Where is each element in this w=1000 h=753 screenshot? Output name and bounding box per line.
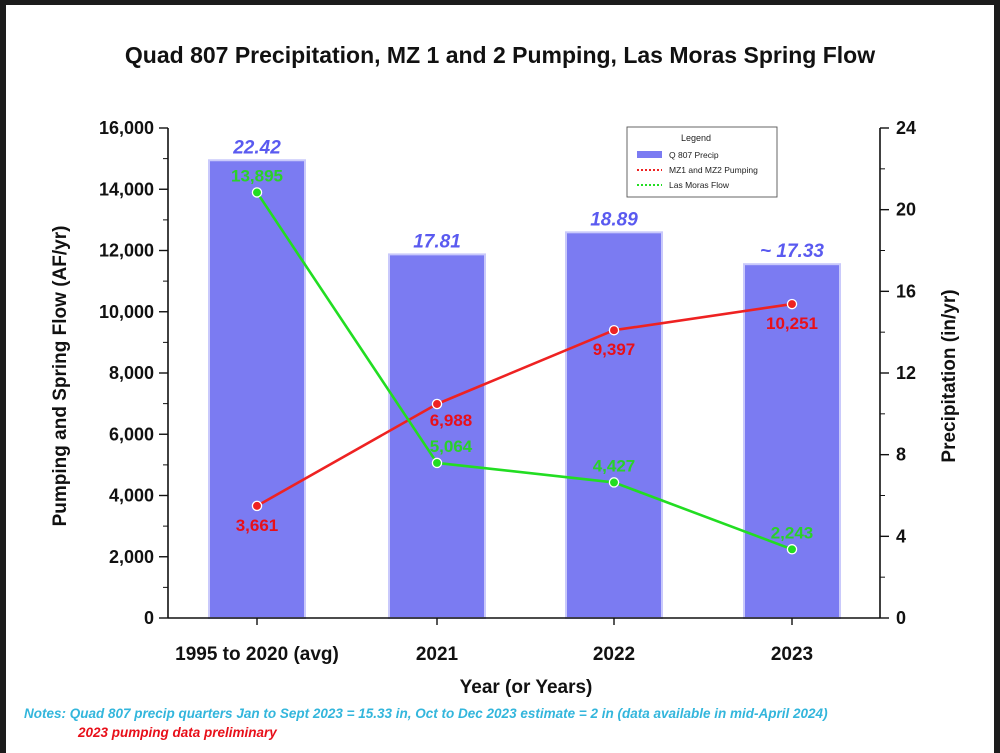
chart-title: Quad 807 Precipitation, MZ 1 and 2 Pumpi… (124, 42, 876, 68)
spring-flow-line (255, 191, 793, 551)
precip-bar (565, 231, 663, 619)
pumping-line (256, 302, 793, 508)
spring-flow-point (251, 187, 263, 198)
pumping-point (786, 298, 798, 310)
precip-bar (743, 263, 841, 619)
precip-data-label: 17.81 (413, 231, 461, 252)
y-tick-label-left: 12,000 (99, 241, 154, 261)
y-tick-label-left: 8,000 (109, 363, 154, 383)
y-tick-label-left: 16,000 (99, 118, 154, 138)
precip-data-label: 22.42 (232, 137, 281, 158)
pumping-point (251, 500, 263, 512)
pumping-point (431, 398, 443, 410)
y-tick-label-right: 0 (896, 608, 906, 628)
pumping-data-label: 9,397 (593, 340, 636, 359)
spring-flow-point (786, 544, 798, 555)
spring-flow-data-label: 2,243 (771, 523, 814, 542)
legend-label-precip: Q 807 Precip (669, 150, 719, 160)
x-tick-label: 2022 (593, 644, 635, 665)
spring-flow-data-label: 4,427 (593, 456, 636, 475)
y-tick-label-left: 2,000 (109, 547, 154, 567)
x-tick-label: 2023 (771, 644, 813, 665)
pumping-data-label: 6,988 (430, 411, 473, 430)
spring-flow-data-label: 13,895 (231, 166, 283, 185)
precip-bar (208, 159, 306, 619)
y-tick-label-left: 0 (144, 608, 154, 628)
y-axis-label-right: Precipitation (in/yr) (939, 289, 960, 462)
y-tick-label-right: 12 (896, 363, 916, 383)
x-axis-label: Year (or Years) (460, 677, 593, 698)
pumping-data-label: 3,661 (236, 516, 279, 535)
pumping-point (608, 324, 620, 336)
legend-box (626, 126, 778, 198)
y-tick-label-right: 16 (896, 281, 916, 301)
y-tick-label-left: 4,000 (109, 486, 154, 506)
notes-line-2: 2023 pumping data preliminary (78, 725, 277, 740)
precip-data-label: 18.89 (590, 209, 638, 230)
y-tick-label-right: 4 (896, 526, 906, 546)
y-tick-label-right: 20 (896, 200, 916, 220)
y-tick-label-left: 6,000 (109, 424, 154, 444)
spring-flow-point (431, 457, 443, 469)
spring-flow-point (608, 477, 620, 488)
legend-label-flow: Las Moras Flow (669, 180, 730, 190)
y-axis-label-left: Pumping and Spring Flow (AF/yr) (50, 226, 71, 527)
precip-data-label: ~ 17.33 (760, 241, 824, 262)
pumping-data-label: 10,251 (766, 314, 818, 333)
spring-flow-data-label: 5,064 (430, 437, 473, 456)
y-tick-label-right: 8 (896, 445, 906, 465)
legend-title: Legend (681, 133, 711, 143)
y-tick-label-left: 10,000 (99, 302, 154, 322)
legend-label-pumping: MZ1 and MZ2 Pumping (669, 165, 758, 175)
x-tick-label: 1995 to 2020 (avg) (175, 644, 339, 665)
legend-swatch-precip (637, 151, 662, 158)
notes-line-1: Notes: Quad 807 precip quarters Jan to S… (24, 706, 828, 721)
x-tick-label: 2021 (416, 644, 459, 665)
y-tick-label-left: 14,000 (99, 179, 154, 199)
y-tick-label-right: 24 (896, 118, 916, 138)
